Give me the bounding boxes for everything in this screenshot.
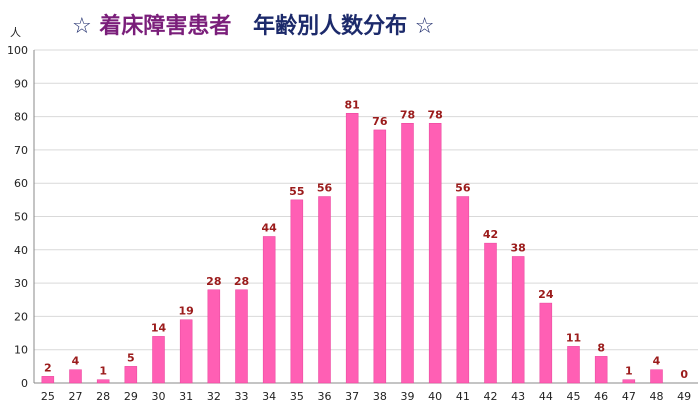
x-tick-label: 32 — [207, 390, 221, 403]
data-label: 19 — [179, 305, 194, 318]
x-tick-label: 45 — [567, 390, 581, 403]
bar — [41, 376, 55, 384]
data-label: 4 — [72, 355, 80, 368]
y-unit-label: 人 — [10, 26, 21, 39]
y-tick-label: 100 — [7, 44, 28, 57]
bar — [401, 123, 414, 384]
data-label: 38 — [511, 241, 526, 254]
bar — [290, 199, 304, 384]
bar — [207, 289, 221, 384]
x-tick-label: 47 — [622, 390, 636, 403]
data-label: 28 — [206, 275, 221, 288]
data-label: 4 — [653, 355, 661, 368]
y-tick-label: 90 — [14, 77, 28, 90]
x-tick-label: 36 — [318, 390, 332, 403]
x-tick-label: 48 — [650, 390, 664, 403]
data-label: 8 — [597, 341, 605, 354]
data-label: 76 — [372, 115, 388, 128]
data-label: 81 — [345, 98, 360, 111]
x-tick-label: 29 — [124, 390, 138, 403]
bar — [594, 356, 608, 384]
bar — [456, 196, 470, 384]
bar — [373, 129, 387, 384]
bar — [96, 379, 110, 384]
x-tick-label: 43 — [511, 390, 525, 403]
data-label: 11 — [566, 331, 581, 344]
star-icon: ☆ — [414, 14, 435, 39]
x-tick-label: 39 — [401, 390, 415, 403]
x-tick-label: 37 — [345, 390, 359, 403]
bar — [428, 123, 442, 384]
data-label: 78 — [428, 108, 443, 121]
bar — [622, 379, 636, 384]
x-tick-label: 42 — [484, 390, 498, 403]
data-label: 5 — [127, 351, 135, 364]
data-label: 78 — [400, 108, 415, 121]
star-icon: ☆ — [72, 14, 92, 39]
bar — [179, 319, 193, 384]
y-tick-label: 60 — [14, 177, 28, 190]
bar — [539, 302, 553, 384]
y-tick-label: 30 — [14, 277, 28, 290]
data-label: 56 — [455, 182, 471, 195]
data-label: 2 — [44, 361, 52, 374]
title-part-2: 年齢別人数分布 — [253, 14, 408, 39]
y-tick-label: 70 — [14, 144, 28, 157]
y-tick-label: 10 — [14, 344, 28, 357]
bar — [650, 369, 663, 384]
x-tick-label: 41 — [456, 390, 470, 403]
bar — [262, 236, 276, 384]
x-tick-label: 25 — [41, 390, 55, 403]
x-tick-label: 28 — [96, 390, 110, 403]
bar — [318, 196, 331, 384]
y-tick-label: 0 — [21, 377, 28, 390]
bar — [345, 113, 359, 384]
data-label: 1 — [625, 365, 633, 378]
x-tick-label: 34 — [262, 390, 276, 403]
x-tick-label: 27 — [69, 390, 83, 403]
x-tick-label: 38 — [373, 390, 387, 403]
data-label: 14 — [151, 321, 167, 334]
x-tick-label: 31 — [179, 390, 193, 403]
data-label: 28 — [234, 275, 249, 288]
x-tick-label: 30 — [152, 390, 166, 403]
x-tick-label: 35 — [290, 390, 304, 403]
bar — [124, 366, 138, 384]
data-label: 44 — [262, 221, 278, 234]
y-tick-label: 20 — [14, 310, 28, 323]
bar — [484, 242, 497, 384]
y-tick-label: 40 — [14, 244, 28, 257]
data-label: 1 — [99, 365, 107, 378]
x-tick-label: 46 — [594, 390, 608, 403]
x-tick-label: 49 — [677, 390, 691, 403]
x-tick-label: 44 — [539, 390, 553, 403]
data-label: 55 — [289, 185, 304, 198]
bar — [235, 289, 248, 384]
bar — [511, 256, 525, 384]
chart-title: ☆ 着床障害患者 年齢別人数分布 ☆ — [72, 8, 435, 40]
title-part-1: 着床障害患者 — [99, 14, 232, 39]
y-tick-label: 50 — [14, 211, 28, 224]
data-label: 42 — [483, 228, 498, 241]
x-tick-label: 33 — [235, 390, 249, 403]
bar — [69, 369, 82, 384]
y-tick-label: 80 — [14, 111, 28, 124]
data-label: 24 — [538, 288, 554, 301]
x-tick-label: 40 — [428, 390, 442, 403]
bar — [567, 346, 580, 384]
bar — [152, 336, 165, 384]
data-label: 56 — [317, 182, 333, 195]
data-label: 0 — [680, 368, 688, 381]
